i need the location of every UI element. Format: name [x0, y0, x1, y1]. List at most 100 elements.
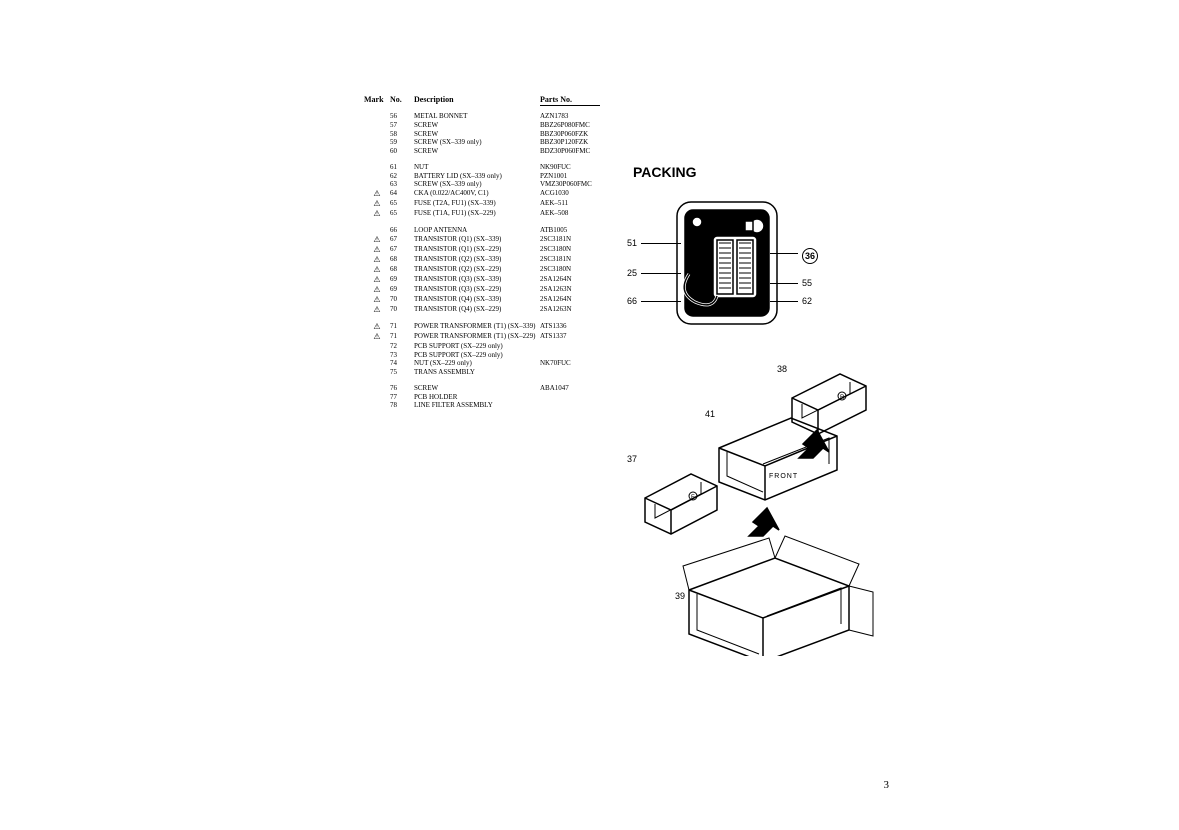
cell-no: 58 — [390, 130, 414, 139]
cell-description: LINE FILTER ASSEMBLY — [414, 401, 540, 410]
cell-description: SCREW — [414, 147, 540, 156]
cell-description: TRANSISTOR (Q2) (SX–229) — [414, 265, 540, 275]
cell-parts-no: BDZ30P060FMC — [540, 147, 600, 156]
cell-mark — [364, 393, 390, 402]
cell-mark — [364, 351, 390, 360]
cell-description: SCREW (SX–339 only) — [414, 138, 540, 147]
table-group: 76SCREWABA104777PCB HOLDER78LINE FILTER … — [364, 384, 614, 410]
cell-mark — [364, 130, 390, 139]
cell-mark: ⚠ — [364, 245, 390, 255]
cell-no: 76 — [390, 384, 414, 393]
svg-text:F: F — [691, 495, 695, 501]
table-row: 62BATTERY LID (SX–339 only)PZN1001 — [364, 172, 614, 181]
table-row: 78LINE FILTER ASSEMBLY — [364, 401, 614, 410]
diagram-callout: 55 — [627, 278, 877, 294]
packing-heading: PACKING — [633, 164, 697, 180]
callout-leader — [641, 273, 681, 274]
header-parts-no: Parts No. — [540, 95, 600, 106]
table-row: ⚠65FUSE (T2A, FU1) (SX–339)AEK–511 — [364, 199, 614, 209]
table-row: 75TRANS ASSEMBLY — [364, 368, 614, 377]
table-row: 59SCREW (SX–339 only)BBZ30P120FZK — [364, 138, 614, 147]
cell-parts-no: 2SC3181N — [540, 235, 600, 245]
cell-mark: ⚠ — [364, 295, 390, 305]
cell-parts-no: AEK–511 — [540, 199, 600, 209]
callout-label: 51 — [627, 238, 637, 248]
cell-description: PCB HOLDER — [414, 393, 540, 402]
cell-no: 69 — [390, 285, 414, 295]
cell-no: 61 — [390, 163, 414, 172]
cell-no: 72 — [390, 342, 414, 351]
cell-mark — [364, 163, 390, 172]
table-row: 58SCREWBBZ30P060FZK — [364, 130, 614, 139]
diagram-callout: 41 — [627, 409, 877, 425]
table-row: 73PCB SUPPORT (SX–229 only) — [364, 351, 614, 360]
table-row: ⚠67TRANSISTOR (Q1) (SX–229)2SC3180N — [364, 245, 614, 255]
cell-description: POWER TRANSFORMER (T1) (SX–229) — [414, 332, 540, 342]
callout-label: 25 — [627, 268, 637, 278]
cell-no: 65 — [390, 199, 414, 209]
table-row: 66LOOP ANTENNAATB1005 — [364, 226, 614, 235]
cell-parts-no — [540, 342, 600, 351]
cell-parts-no — [540, 401, 600, 410]
cell-mark — [364, 384, 390, 393]
cell-parts-no: 2SA1264N — [540, 295, 600, 305]
cell-description: TRANSISTOR (Q2) (SX–339) — [414, 255, 540, 265]
table-row: 61NUTNK90FUC — [364, 163, 614, 172]
callout-label: 55 — [802, 278, 812, 288]
table-row: 77PCB HOLDER — [364, 393, 614, 402]
cell-no: 68 — [390, 265, 414, 275]
header-mark: Mark — [364, 95, 390, 106]
cell-description: LOOP ANTENNA — [414, 226, 540, 235]
packing-svg: R FRONT F — [627, 196, 877, 656]
cell-no: 66 — [390, 226, 414, 235]
cell-no: 59 — [390, 138, 414, 147]
table-row: 74NUT (SX–229 only)NK70FUC — [364, 359, 614, 368]
cell-mark: ⚠ — [364, 255, 390, 265]
table-row: ⚠70TRANSISTOR (Q4) (SX–229)2SA1263N — [364, 305, 614, 315]
callout-label: 37 — [627, 454, 637, 464]
cell-description: PCB SUPPORT (SX–229 only) — [414, 351, 540, 360]
cell-no: 71 — [390, 322, 414, 332]
diagram-callout: 62 — [627, 296, 877, 312]
table-row: ⚠71POWER TRANSFORMER (T1) (SX–339)ATS133… — [364, 322, 614, 332]
cell-description: SCREW — [414, 130, 540, 139]
cell-mark: ⚠ — [364, 189, 390, 199]
cell-description: SCREW — [414, 121, 540, 130]
cell-description: POWER TRANSFORMER (T1) (SX–339) — [414, 322, 540, 332]
diagram-callout: 38 — [627, 364, 877, 380]
cell-description: TRANSISTOR (Q3) (SX–229) — [414, 285, 540, 295]
cell-no: 60 — [390, 147, 414, 156]
table-row: ⚠68TRANSISTOR (Q2) (SX–339)2SC3181N — [364, 255, 614, 265]
cell-mark: ⚠ — [364, 332, 390, 342]
callout-label: 36 — [802, 248, 818, 264]
cell-mark — [364, 121, 390, 130]
cell-parts-no: BBZ26P080FMC — [540, 121, 600, 130]
table-group: 56METAL BONNETAZN178357SCREWBBZ26P080FMC… — [364, 112, 614, 156]
cell-parts-no: 2SC3180N — [540, 265, 600, 275]
cell-no: 71 — [390, 332, 414, 342]
callout-leader — [770, 301, 798, 302]
cell-no: 70 — [390, 295, 414, 305]
table-row: ⚠70TRANSISTOR (Q4) (SX–339)2SA1264N — [364, 295, 614, 305]
cell-mark: ⚠ — [364, 235, 390, 245]
diagram-callout: 36 — [627, 248, 877, 264]
cell-parts-no: PZN1001 — [540, 172, 600, 181]
cell-parts-no — [540, 351, 600, 360]
parts-list: Mark No. Description Parts No. 56METAL B… — [364, 95, 614, 417]
cell-description: TRANSISTOR (Q4) (SX–229) — [414, 305, 540, 315]
table-row: ⚠68TRANSISTOR (Q2) (SX–229)2SC3180N — [364, 265, 614, 275]
table-row: ⚠69TRANSISTOR (Q3) (SX–229)2SA1263N — [364, 285, 614, 295]
cell-mark — [364, 342, 390, 351]
cell-mark — [364, 138, 390, 147]
cell-mark: ⚠ — [364, 305, 390, 315]
cell-no: 64 — [390, 189, 414, 199]
cell-mark — [364, 172, 390, 181]
page-number: 3 — [884, 779, 890, 791]
cell-no: 74 — [390, 359, 414, 368]
cell-mark — [364, 147, 390, 156]
cell-description: TRANS ASSEMBLY — [414, 368, 540, 377]
cell-parts-no: 2SC3181N — [540, 255, 600, 265]
packing-diagram: R FRONT F — [627, 196, 877, 656]
cell-description: PCB SUPPORT (SX–229 only) — [414, 342, 540, 351]
cell-no: 75 — [390, 368, 414, 377]
